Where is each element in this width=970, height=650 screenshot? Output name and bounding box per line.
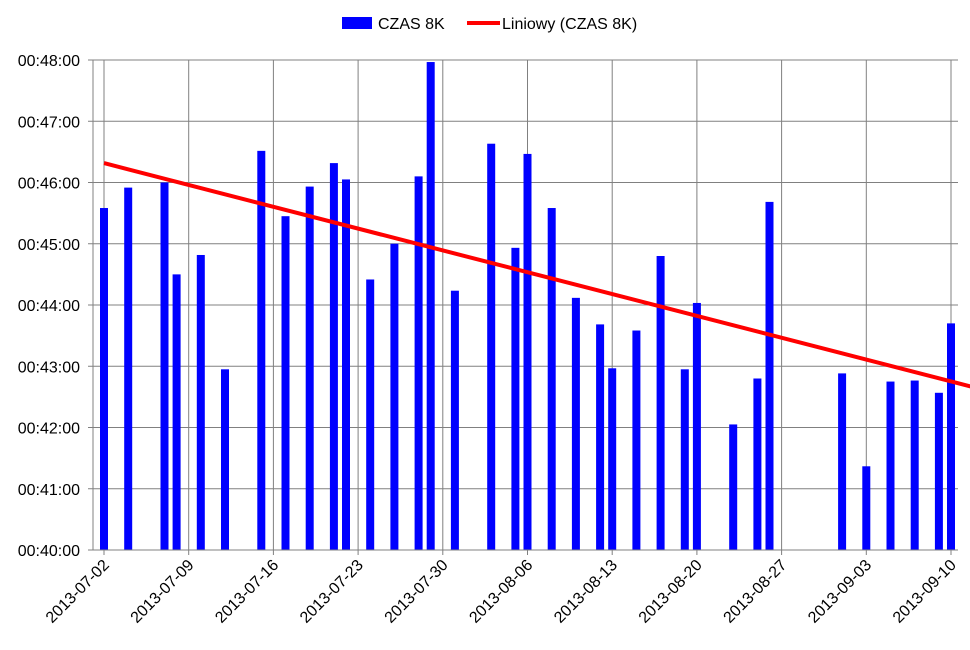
x-tick-label: 2013-08-13: [551, 557, 621, 627]
bar: [680, 369, 689, 550]
bar: [160, 182, 169, 550]
y-tick-label: 00:46:00: [18, 176, 80, 193]
x-axis-tick-labels: 2013-07-02 2013-07-09 2013-07-16 2013-07-23…: [43, 557, 960, 627]
bar: [656, 256, 665, 550]
bar: [390, 243, 399, 550]
bar: [305, 186, 314, 551]
bar: [257, 150, 266, 550]
bar: [124, 187, 133, 550]
x-tick-label: 2013-07-09: [128, 557, 198, 627]
bar: [632, 330, 641, 550]
bar: [366, 279, 375, 550]
bar: [862, 466, 871, 550]
bar: [221, 369, 229, 550]
bar: [886, 381, 895, 550]
y-tick-label: 00:45:00: [18, 237, 80, 254]
x-tick-label: 2013-09-10: [890, 557, 960, 627]
bar: [729, 424, 738, 550]
bar: [281, 216, 290, 550]
x-tick-label: 2013-07-16: [212, 557, 282, 627]
legend-label-czas-8k: CZAS 8K: [378, 16, 445, 33]
y-tick-label: 00:44:00: [18, 298, 80, 315]
y-tick-label: 00:41:00: [18, 482, 80, 499]
bar: [426, 62, 435, 551]
y-tick-label: 00:43:00: [18, 359, 80, 376]
trendline: [103, 161, 970, 389]
bar: [196, 254, 205, 550]
x-tick-label: 2013-07-30: [382, 557, 452, 627]
bar: [608, 368, 617, 550]
y-tick-label: 00:40:00: [18, 543, 80, 560]
y-tick-label: 00:42:00: [18, 421, 80, 438]
bar: [910, 380, 919, 550]
x-tick-label: 2013-09-03: [805, 557, 875, 627]
legend-label-linear-trend: Liniowy (CZAS 8K): [502, 16, 637, 33]
bar: [838, 373, 847, 550]
x-tick-label: 2013-07-02: [43, 557, 113, 627]
chart-gridlines: [88, 59, 958, 555]
bar: [765, 201, 774, 551]
y-tick-label: 00:47:00: [18, 114, 80, 131]
chart-legend: CZAS 8K Liniowy (CZAS 8K): [342, 16, 637, 33]
trendline-series: [103, 161, 970, 389]
x-tick-label: 2013-08-06: [466, 557, 536, 627]
bar: [172, 274, 181, 550]
bar: [511, 247, 520, 551]
bar-series-czas-8k: [100, 62, 955, 551]
bar: [450, 290, 459, 550]
bar: [329, 163, 338, 550]
bar: [947, 323, 955, 550]
y-axis-tick-labels: 00:40:00 00:41:00 00:42:00 00:43:00 00:44:00…: [18, 53, 80, 560]
x-tick-label: 2013-08-20: [636, 557, 706, 627]
bar: [487, 143, 496, 551]
bar: [100, 208, 108, 551]
bar: [692, 302, 701, 550]
bar: [342, 179, 350, 550]
x-tick-label: 2013-08-27: [721, 557, 791, 627]
x-tick-label: 2013-07-23: [297, 557, 367, 627]
bar: [571, 297, 580, 550]
chart-axes: [92, 60, 958, 551]
bar: [414, 176, 423, 550]
bar: [596, 324, 605, 550]
y-tick-label: 00:48:00: [18, 53, 80, 70]
bar: [547, 208, 556, 551]
legend-swatch-czas-8k: [342, 17, 372, 29]
bar: [934, 392, 943, 550]
bar: [753, 378, 762, 550]
bar: [523, 153, 532, 550]
